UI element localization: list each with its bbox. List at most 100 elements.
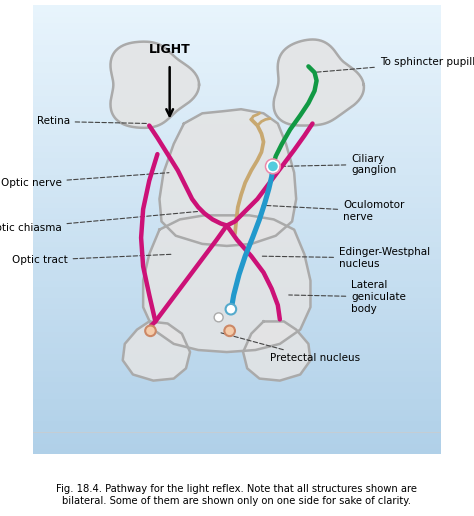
Polygon shape	[143, 215, 310, 352]
Bar	[33, 404, 441, 409]
Bar	[33, 431, 441, 437]
Bar	[33, 28, 441, 33]
Bar	[33, 269, 441, 275]
Polygon shape	[243, 321, 310, 381]
Bar	[33, 342, 441, 347]
Bar	[33, 364, 441, 370]
Bar	[33, 134, 441, 140]
Bar	[33, 17, 441, 22]
Bar	[33, 314, 441, 319]
Circle shape	[267, 160, 279, 172]
Bar	[33, 89, 441, 95]
Bar	[33, 387, 441, 392]
Bar	[33, 218, 441, 224]
Bar	[33, 392, 441, 398]
Bar	[33, 11, 441, 17]
Bar	[33, 292, 441, 297]
Bar	[33, 84, 441, 89]
Bar	[33, 61, 441, 67]
Bar	[33, 263, 441, 269]
Bar	[33, 118, 441, 123]
Bar	[33, 157, 441, 162]
Bar	[33, 168, 441, 173]
Bar	[33, 247, 441, 252]
Circle shape	[214, 313, 223, 322]
Text: LIGHT: LIGHT	[149, 43, 191, 56]
Bar	[33, 202, 441, 207]
Bar	[33, 101, 441, 106]
Bar	[33, 448, 441, 454]
Text: Edinger-Westphal
nucleus: Edinger-Westphal nucleus	[262, 247, 430, 269]
Text: Optic nerve: Optic nerve	[0, 173, 169, 188]
Bar	[33, 252, 441, 257]
Bar	[33, 426, 441, 431]
Bar	[33, 146, 441, 151]
Bar	[33, 95, 441, 101]
Text: Optic tract: Optic tract	[12, 254, 173, 265]
Text: Pretectal nucleus: Pretectal nucleus	[219, 332, 360, 363]
Bar	[33, 151, 441, 157]
Bar	[33, 67, 441, 73]
Polygon shape	[123, 321, 190, 381]
Bar	[33, 280, 441, 286]
Bar	[33, 319, 441, 325]
Bar	[33, 73, 441, 78]
Polygon shape	[110, 42, 199, 128]
Bar	[33, 123, 441, 128]
Bar	[33, 257, 441, 263]
Bar	[33, 331, 441, 336]
Bar	[33, 56, 441, 61]
Bar	[33, 33, 441, 39]
Bar	[33, 421, 441, 426]
Text: Fig. 18.4. Pathway for the light reflex. Note that all structures shown are
bila: Fig. 18.4. Pathway for the light reflex.…	[56, 484, 418, 506]
Polygon shape	[273, 40, 364, 125]
Bar	[33, 190, 441, 196]
Bar	[33, 370, 441, 376]
Text: Optic chiasma: Optic chiasma	[0, 212, 198, 233]
Bar	[33, 336, 441, 342]
Bar	[33, 235, 441, 241]
Bar	[33, 185, 441, 190]
Text: Retina: Retina	[36, 117, 146, 126]
Bar	[33, 224, 441, 230]
Bar	[33, 353, 441, 359]
Bar	[33, 297, 441, 302]
Bar	[33, 112, 441, 118]
Bar	[33, 398, 441, 404]
Bar	[33, 128, 441, 134]
Text: Ciliary
ganglion: Ciliary ganglion	[283, 154, 397, 175]
Bar	[33, 286, 441, 292]
Bar	[33, 443, 441, 448]
Bar	[33, 5, 441, 11]
Bar	[33, 213, 441, 218]
Bar	[33, 78, 441, 84]
Bar	[33, 163, 441, 168]
Bar	[33, 44, 441, 50]
Text: Lateral
geniculate
body: Lateral geniculate body	[289, 280, 406, 314]
Text: To sphincter pupillae: To sphincter pupillae	[315, 57, 474, 72]
Bar	[33, 359, 441, 364]
Bar	[33, 415, 441, 421]
Bar	[33, 106, 441, 112]
Bar	[33, 179, 441, 185]
Circle shape	[224, 326, 235, 336]
Bar	[33, 347, 441, 353]
Bar	[33, 140, 441, 146]
Bar	[33, 207, 441, 213]
Bar	[33, 376, 441, 381]
Bar	[33, 39, 441, 44]
Bar	[33, 173, 441, 179]
Bar	[33, 50, 441, 56]
Bar	[33, 381, 441, 387]
Bar	[33, 409, 441, 415]
Bar	[33, 437, 441, 443]
Circle shape	[226, 304, 236, 315]
Bar	[33, 325, 441, 331]
Bar	[33, 308, 441, 314]
Polygon shape	[159, 109, 296, 246]
Bar	[33, 275, 441, 280]
Bar	[33, 230, 441, 235]
Bar	[33, 22, 441, 28]
Bar	[33, 196, 441, 202]
Bar	[33, 241, 441, 247]
